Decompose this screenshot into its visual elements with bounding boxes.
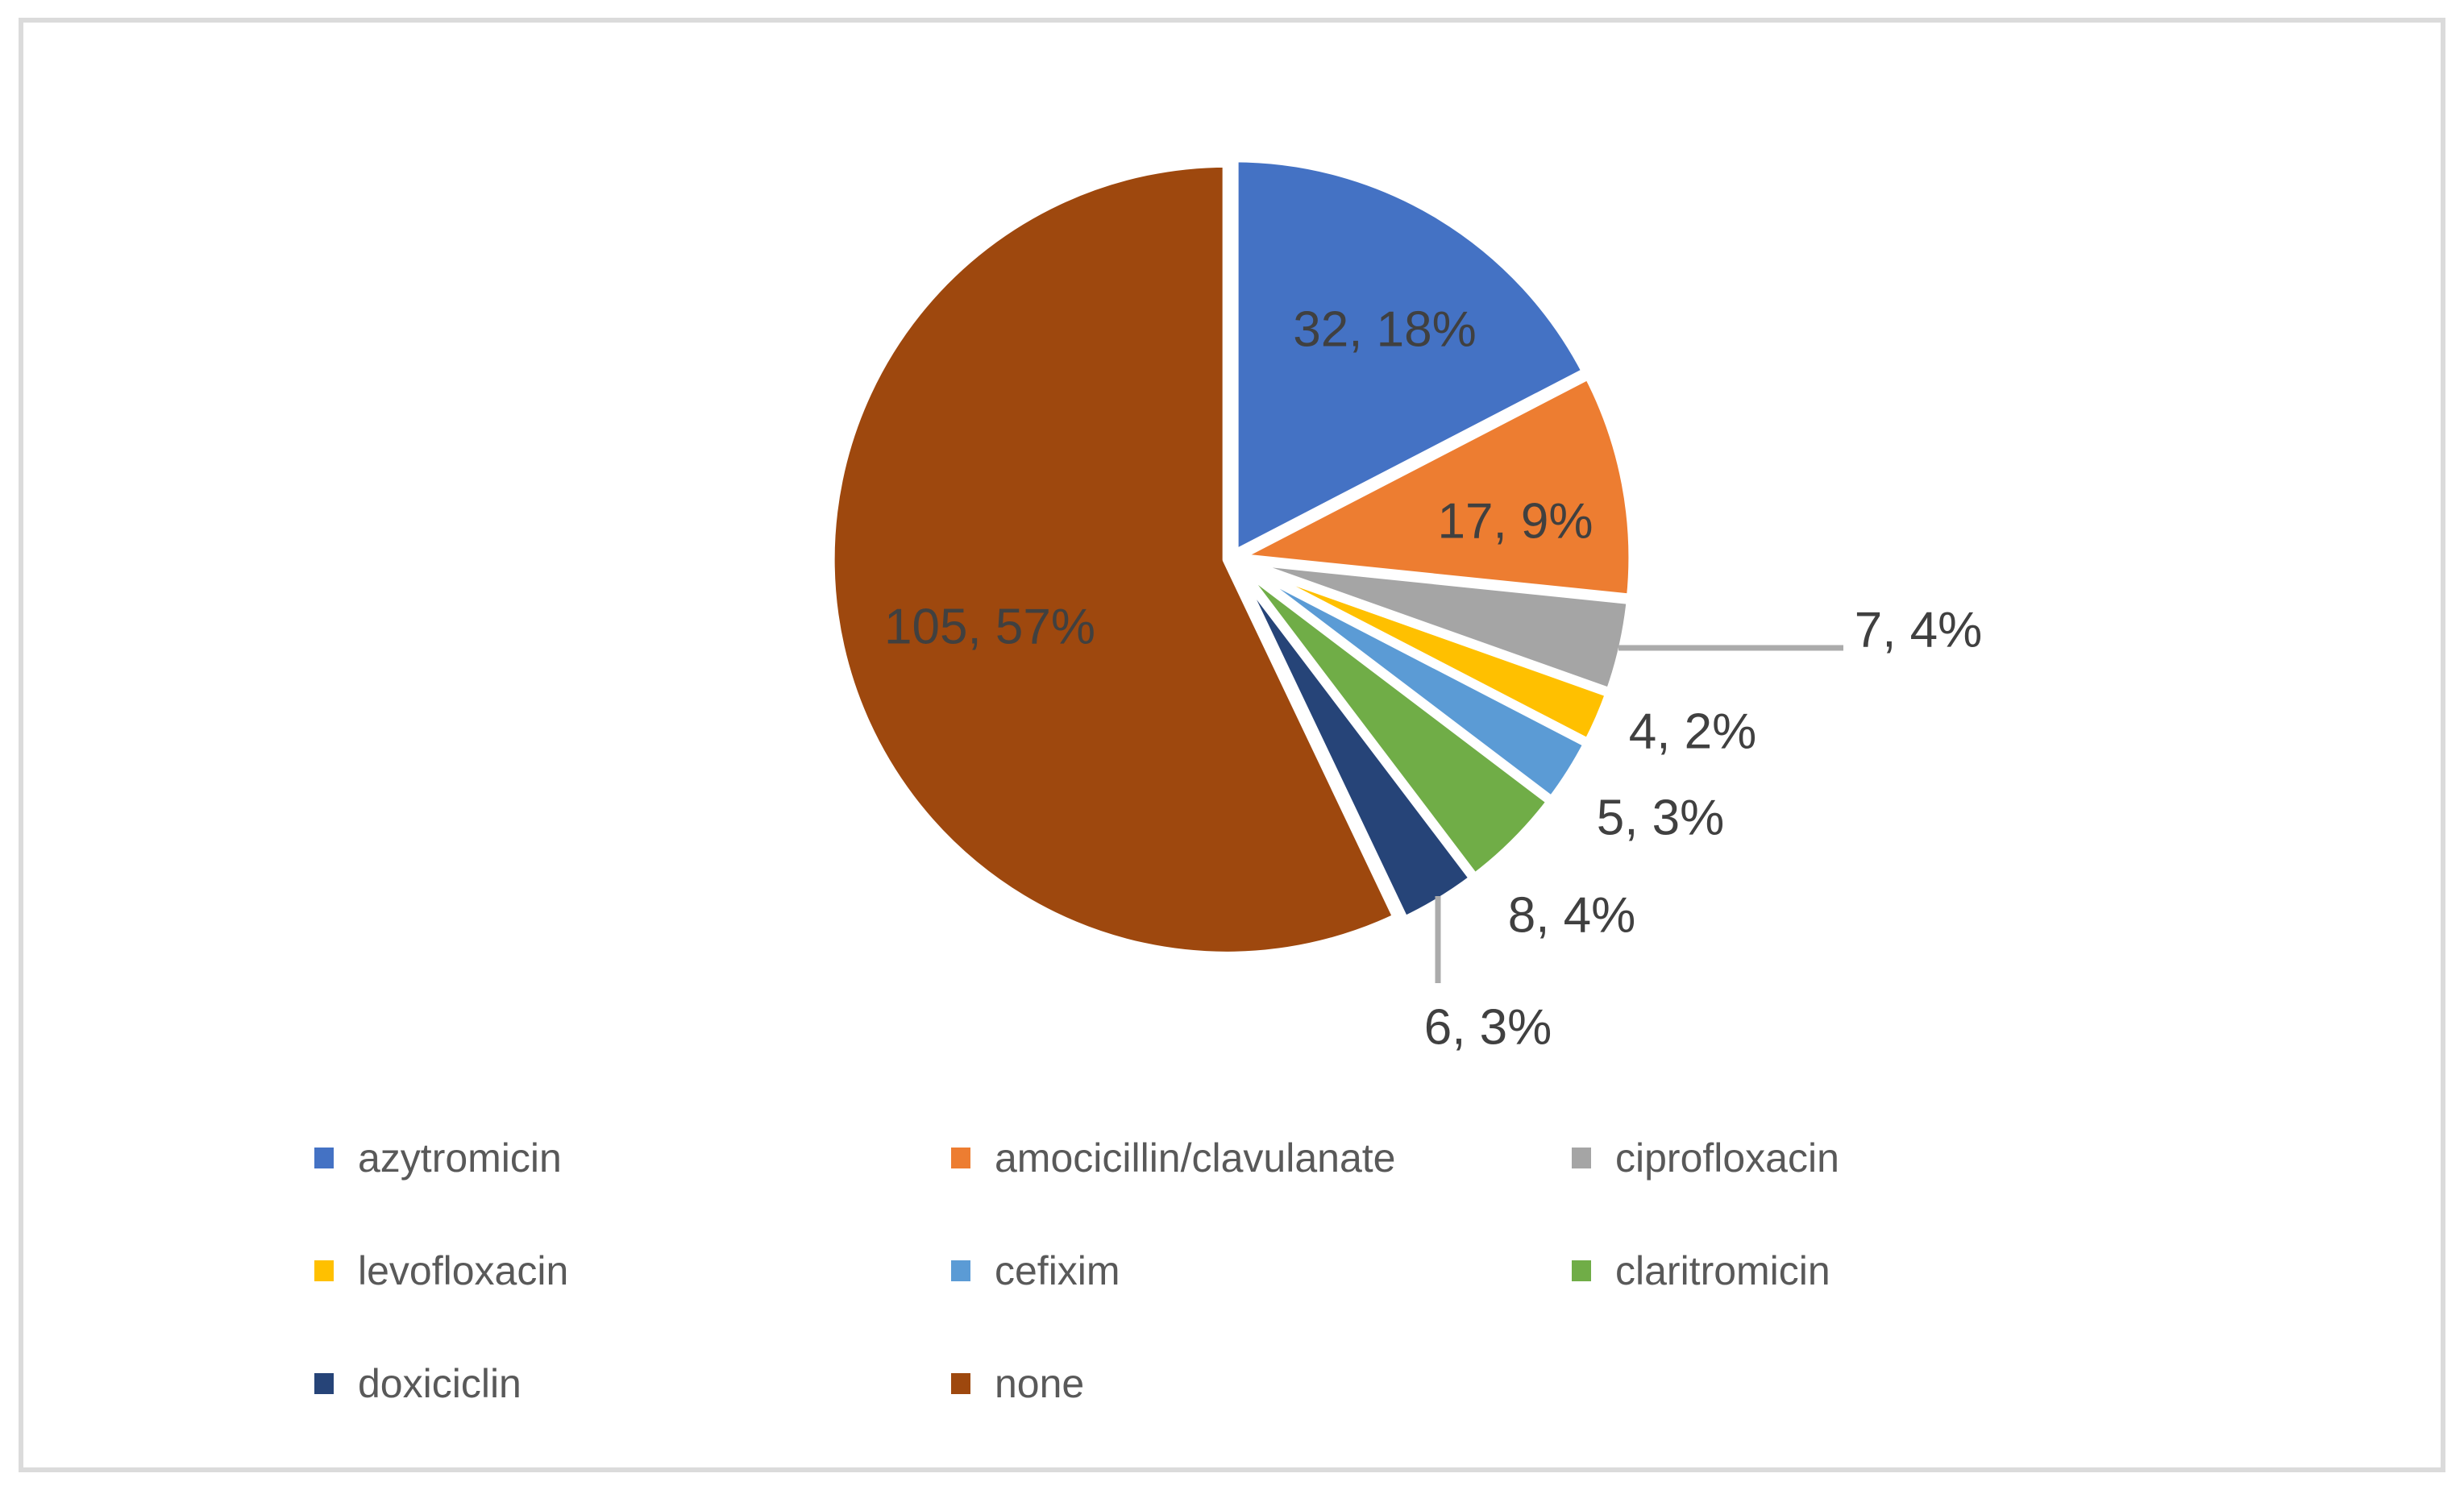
data-label-levofloxacin: 4, 2%	[1629, 704, 1757, 760]
data-label-amocicillin-clavulanate: 17, 9%	[1437, 494, 1593, 550]
legend-item-levofloxacin: levofloxacin	[314, 1248, 568, 1293]
legend-swatch-none	[951, 1373, 970, 1394]
legend-swatch-claritromicin	[1572, 1260, 1591, 1281]
legend-swatch-doxiciclin	[314, 1373, 334, 1394]
legend-item-azytromicin: azytromicin	[314, 1135, 562, 1181]
legend-label-doxiciclin: doxiciclin	[358, 1361, 521, 1406]
legend-label-claritromicin: claritromicin	[1615, 1248, 1830, 1293]
legend-label-ciprofloxacin: ciprofloxacin	[1615, 1135, 1839, 1181]
legend-item-doxiciclin: doxiciclin	[314, 1361, 521, 1406]
legend-item-cefixim: cefixim	[951, 1248, 1120, 1293]
legend-swatch-ciprofloxacin	[1572, 1148, 1591, 1168]
data-label-claritromicin: 8, 4%	[1508, 888, 1636, 944]
legend-label-levofloxacin: levofloxacin	[358, 1248, 569, 1293]
legend-label-none: none	[995, 1361, 1085, 1406]
data-label-cefixim: 5, 3%	[1597, 791, 1725, 846]
data-labels-group: 32, 18% 17, 9% 7, 4% 4, 2% 5, 3% 8, 4% 6, 3% 10…	[884, 302, 1982, 1056]
legend-label-cefixim: cefixim	[995, 1248, 1120, 1293]
legend-swatch-levofloxacin	[314, 1260, 334, 1281]
legend-label-azytromicin: azytromicin	[358, 1135, 562, 1181]
data-label-doxiciclin: 6, 3%	[1424, 1000, 1552, 1056]
pie-slices-group	[825, 153, 1638, 961]
data-label-ciprofloxacin: 7, 4%	[1855, 603, 1983, 658]
leader-lines-group	[1435, 645, 1843, 983]
legend-item-none: none	[951, 1361, 1084, 1406]
pie-slice-azytromicin	[1229, 153, 1591, 559]
legend-item-ciprofloxacin: ciprofloxacin	[1572, 1135, 1839, 1181]
pie-slice-amocicillin-clavulanate	[1232, 371, 1638, 603]
data-label-azytromicin: 32, 18%	[1293, 302, 1477, 358]
legend-label-amocicillin-clavulanate: amocicillin/clavulanate	[995, 1135, 1396, 1181]
pie-slice-none	[825, 158, 1402, 961]
data-label-none: 105, 57%	[884, 600, 1095, 655]
legend-swatch-azytromicin	[314, 1148, 334, 1168]
figure-border	[19, 18, 2445, 1472]
legend-item-claritromicin: claritromicin	[1572, 1248, 1830, 1293]
legend-swatch-cefixim	[951, 1260, 970, 1281]
legend-item-amocicillin-clavulanate: amocicillin/clavulanate	[951, 1135, 1395, 1181]
legend-swatch-amocicillin-clavulanate	[951, 1148, 970, 1168]
